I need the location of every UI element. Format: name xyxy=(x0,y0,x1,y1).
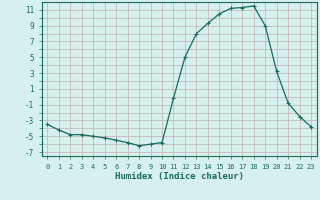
X-axis label: Humidex (Indice chaleur): Humidex (Indice chaleur) xyxy=(115,172,244,181)
